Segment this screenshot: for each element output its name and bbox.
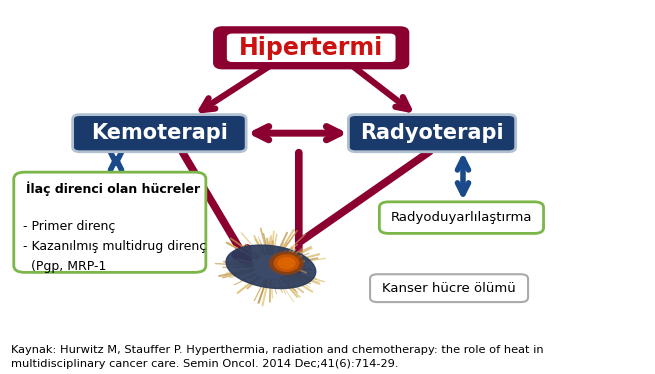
FancyBboxPatch shape <box>348 114 515 152</box>
Text: İlaç direnci olan hücreler: İlaç direnci olan hücreler <box>26 181 200 196</box>
FancyBboxPatch shape <box>379 202 544 233</box>
Polygon shape <box>270 252 303 274</box>
Polygon shape <box>278 258 295 269</box>
Text: Kaynak: Hurwitz M, Stauffer P. Hyperthermia, radiation and chemotherapy: the rol: Kaynak: Hurwitz M, Stauffer P. Hyperther… <box>10 345 543 369</box>
Polygon shape <box>226 245 316 288</box>
Polygon shape <box>274 255 299 271</box>
Text: Hipertermi: Hipertermi <box>239 36 383 60</box>
FancyBboxPatch shape <box>14 172 206 272</box>
Text: Kemoterapi: Kemoterapi <box>91 123 228 143</box>
FancyBboxPatch shape <box>73 114 246 152</box>
Text: - Primer direnç
- Kazanılmış multidrug direnç
  (Pgp, MRP-1: - Primer direnç - Kazanılmış multidrug d… <box>23 200 206 273</box>
FancyBboxPatch shape <box>215 28 407 67</box>
Text: Radyoduyarlılaştırma: Radyoduyarlılaştırma <box>390 211 533 224</box>
Text: Radyoterapi: Radyoterapi <box>360 123 504 143</box>
Text: Kanser hücre ölümü: Kanser hücre ölümü <box>382 282 516 295</box>
FancyBboxPatch shape <box>227 34 395 61</box>
FancyBboxPatch shape <box>370 274 528 302</box>
